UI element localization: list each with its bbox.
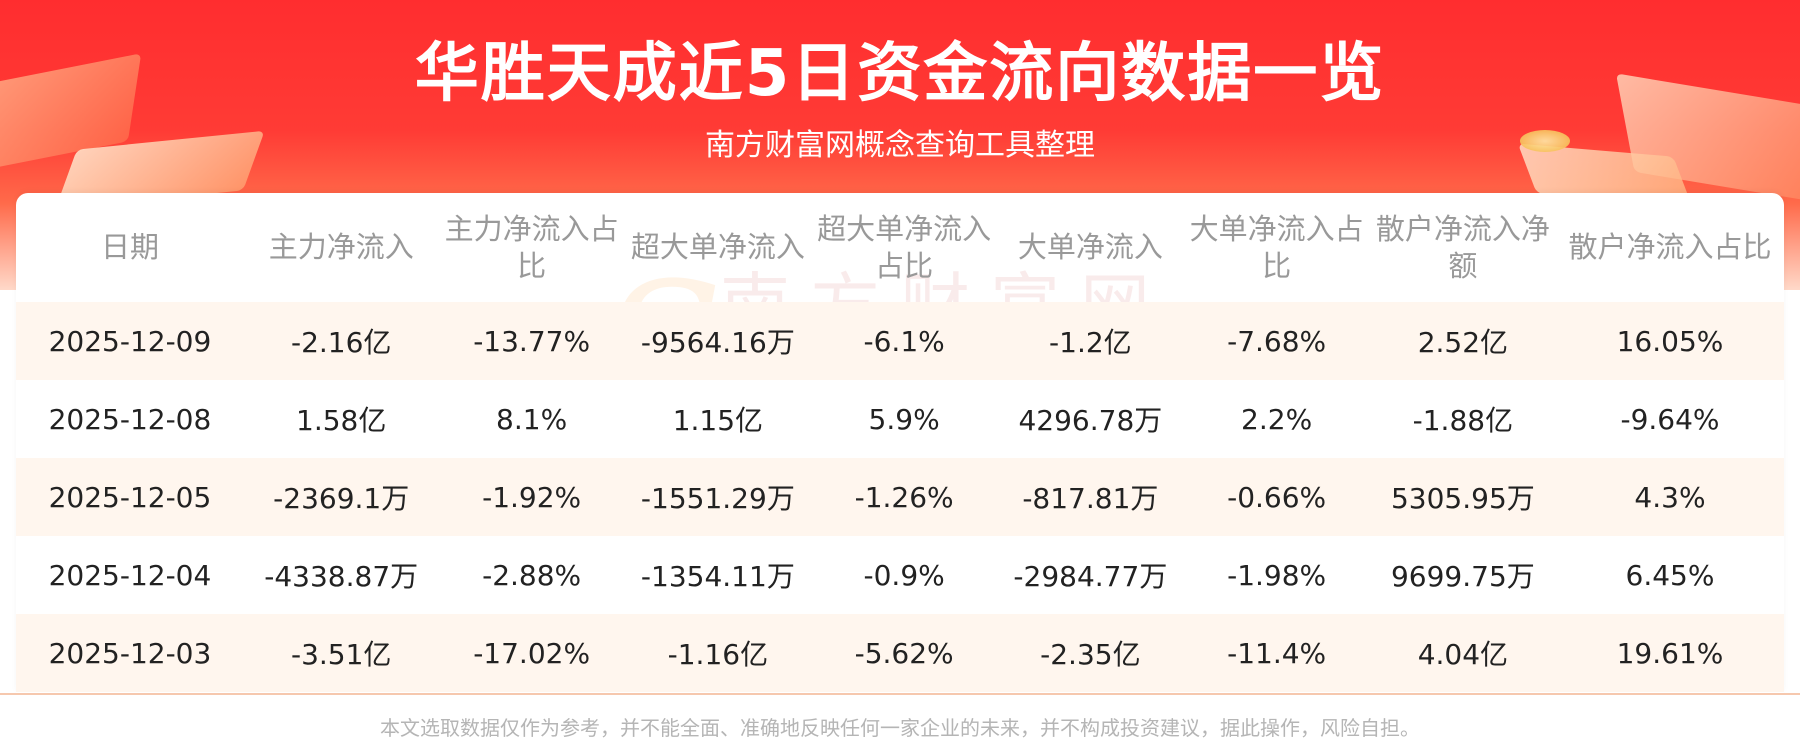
- cell-main-ratio: -17.02%: [438, 614, 625, 692]
- table-header-row: 日期 主力净流入 主力净流入占比 超大单净流入 超大单净流入占比 大单净流入 大…: [16, 193, 1784, 302]
- cell-large-inflow: -817.81万: [997, 458, 1184, 536]
- cell-super-large-inflow: -1.16亿: [624, 614, 811, 692]
- cell-main-net-inflow: -3.51亿: [243, 614, 439, 692]
- cell-large-inflow: 4296.78万: [997, 380, 1184, 458]
- cell-main-ratio: -1.92%: [438, 458, 625, 536]
- cell-super-large-inflow: -1551.29万: [624, 458, 811, 536]
- fund-flow-table: 日期 主力净流入 主力净流入占比 超大单净流入 超大单净流入占比 大单净流入 大…: [16, 193, 1784, 692]
- cell-super-large-ratio: 5.9%: [811, 380, 998, 458]
- cell-super-large-ratio: -0.9%: [811, 536, 998, 614]
- column-header-super-large-ratio: 超大单净流入占比: [817, 211, 992, 283]
- table-row: 2025-12-03 -3.51亿 -17.02% -1.16亿 -5.62% …: [16, 614, 1784, 692]
- cell-large-ratio: 2.2%: [1183, 380, 1370, 458]
- cell-super-large-inflow: -1354.11万: [624, 536, 811, 614]
- cell-retail-inflow: 4.04亿: [1369, 614, 1556, 692]
- page-title: 华胜天成近5日资金流向数据一览: [414, 37, 1386, 111]
- column-header-main-ratio: 主力净流入占比: [444, 211, 619, 283]
- cell-retail-ratio: -9.64%: [1556, 380, 1784, 458]
- cell-retail-ratio: 6.45%: [1556, 536, 1784, 614]
- cell-main-net-inflow: -2369.1万: [243, 458, 439, 536]
- column-header-large-inflow: 大单净流入: [1017, 230, 1163, 264]
- disclaimer-text: 本文选取数据仅作为参考，并不能全面、准确地反映任何一家企业的未来，并不构成投资建…: [380, 716, 1420, 740]
- cell-retail-inflow: -1.88亿: [1369, 380, 1556, 458]
- column-header-retail-inflow: 散户净流入净额: [1375, 211, 1550, 283]
- cell-large-inflow: -2984.77万: [997, 536, 1184, 614]
- column-header-retail-ratio: 散户净流入占比: [1568, 230, 1772, 264]
- column-header-large-ratio: 大单净流入占比: [1189, 211, 1364, 283]
- cell-super-large-ratio: -6.1%: [811, 302, 998, 380]
- cell-main-net-inflow: -4338.87万: [243, 536, 439, 614]
- column-header-super-large-inflow: 超大单净流入: [630, 230, 805, 264]
- cell-retail-inflow: 5305.95万: [1369, 458, 1556, 536]
- column-header-date: 日期: [100, 230, 159, 264]
- cell-date: 2025-12-03: [16, 614, 244, 692]
- cell-super-large-ratio: -1.26%: [811, 458, 998, 536]
- cell-large-ratio: -0.66%: [1183, 458, 1370, 536]
- cell-super-large-ratio: -5.62%: [811, 614, 998, 692]
- cell-retail-ratio: 19.61%: [1556, 614, 1784, 692]
- table-row: 2025-12-04 -4338.87万 -2.88% -1354.11万 -0…: [16, 536, 1784, 614]
- cell-main-ratio: -13.77%: [438, 302, 625, 380]
- cell-super-large-inflow: 1.15亿: [624, 380, 811, 458]
- cell-large-inflow: -2.35亿: [997, 614, 1184, 692]
- table-row: 2025-12-08 1.58亿 8.1% 1.15亿 5.9% 4296.78…: [16, 380, 1784, 458]
- coin-icon: [1520, 130, 1570, 152]
- cell-main-net-inflow: 1.58亿: [243, 380, 439, 458]
- cell-main-net-inflow: -2.16亿: [243, 302, 439, 380]
- cell-date: 2025-12-05: [16, 458, 244, 536]
- column-header-main-net-inflow: 主力净流入: [268, 230, 414, 264]
- table-row: 2025-12-09 -2.16亿 -13.77% -9564.16万 -6.1…: [16, 302, 1784, 380]
- table-row: 2025-12-05 -2369.1万 -1.92% -1551.29万 -1.…: [16, 458, 1784, 536]
- cell-super-large-inflow: -9564.16万: [624, 302, 811, 380]
- cell-main-ratio: 8.1%: [438, 380, 625, 458]
- cell-retail-ratio: 16.05%: [1556, 302, 1784, 380]
- cell-date: 2025-12-09: [16, 302, 244, 380]
- cell-main-ratio: -2.88%: [438, 536, 625, 614]
- cell-date: 2025-12-04: [16, 536, 244, 614]
- cell-large-inflow: -1.2亿: [997, 302, 1184, 380]
- page-subtitle: 南方财富网概念查询工具整理: [705, 128, 1095, 163]
- cell-retail-ratio: 4.3%: [1556, 458, 1784, 536]
- cell-large-ratio: -11.4%: [1183, 614, 1370, 692]
- cell-large-ratio: -1.98%: [1183, 536, 1370, 614]
- footer-divider: [0, 693, 1800, 695]
- cell-date: 2025-12-08: [16, 380, 244, 458]
- cell-retail-inflow: 9699.75万: [1369, 536, 1556, 614]
- cell-retail-inflow: 2.52亿: [1369, 302, 1556, 380]
- cell-large-ratio: -7.68%: [1183, 302, 1370, 380]
